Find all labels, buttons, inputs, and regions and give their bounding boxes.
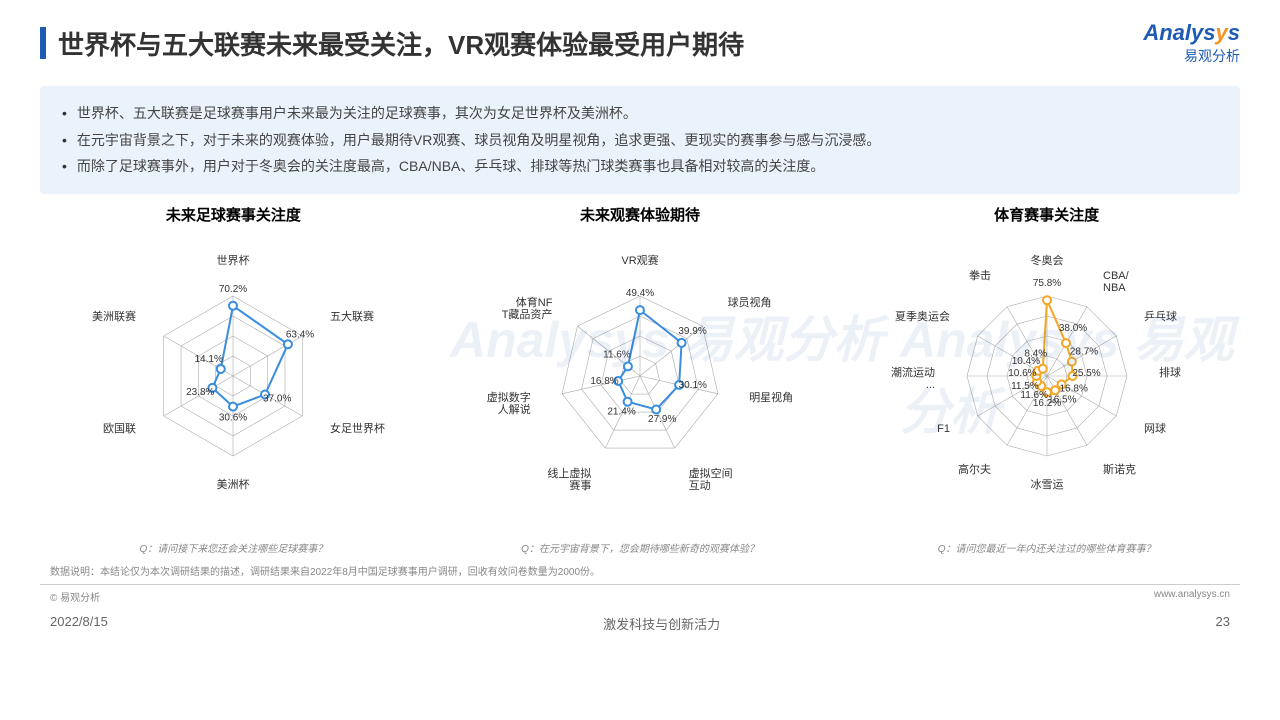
svg-text:23.8%: 23.8%: [186, 387, 214, 398]
svg-text:冬奥会: 冬奥会: [1030, 253, 1063, 267]
svg-text:NBA: NBA: [1103, 282, 1126, 294]
svg-text:夏季奥运会: 夏季奥运会: [895, 309, 950, 323]
svg-text:F1: F1: [937, 423, 950, 435]
svg-text:21.4%: 21.4%: [607, 406, 635, 417]
logo-sub: 易观分析: [1143, 46, 1240, 66]
svg-text:VR观赛: VR观赛: [621, 253, 658, 267]
chart-question: Q：请问接下来您还会关注哪些足球赛事？: [43, 540, 423, 555]
chart-title: 体育赛事关注度: [857, 204, 1237, 225]
svg-text:美洲杯: 美洲杯: [217, 477, 250, 491]
svg-text:11.6%: 11.6%: [603, 349, 631, 360]
chart-question: Q：请问您最近一年内还关注过的哪些体育赛事？: [857, 540, 1237, 555]
svg-text:高尔夫: 高尔夫: [958, 462, 991, 476]
svg-text:14.1%: 14.1%: [195, 354, 223, 365]
copyright: © 易观分析: [50, 589, 100, 604]
bullet-item: 在元宇宙背景之下，对于未来的观赛体验，用户最期待VR观赛、球员视角及明星视角，追…: [62, 127, 1218, 154]
svg-text:冰雪运: 冰雪运: [1030, 478, 1063, 491]
svg-text:25.5%: 25.5%: [1072, 368, 1100, 379]
charts-row: 未来足球赛事关注度 70.2% 63.4% 37.0% 30.6% 23.8% 14.1% 世…: [0, 204, 1280, 555]
svg-text:37.0%: 37.0%: [263, 393, 291, 404]
page-title: 世界杯与五大联赛未来最受关注，VR观赛体验最受用户期待: [58, 25, 744, 62]
svg-text:美洲联赛: 美洲联赛: [92, 309, 136, 323]
svg-text:49.4%: 49.4%: [626, 288, 654, 299]
svg-text:27.9%: 27.9%: [648, 414, 676, 425]
svg-text:欧国联: 欧国联: [103, 422, 136, 435]
svg-text:16.8%: 16.8%: [590, 376, 618, 387]
svg-text:世界杯: 世界杯: [217, 253, 250, 267]
svg-text:CBA/: CBA/: [1103, 270, 1130, 282]
website: www.analysys.cn: [1154, 589, 1230, 604]
svg-text:63.4%: 63.4%: [286, 329, 314, 340]
radar-chart: 体育赛事关注度75.8%38.0%28.7%25.5%16.8%16.5%16.…: [857, 204, 1237, 555]
svg-text:38.0%: 38.0%: [1058, 323, 1086, 334]
svg-text:线上虚拟: 线上虚拟: [547, 466, 591, 480]
svg-text:乒乓球: 乒乓球: [1144, 309, 1177, 323]
svg-text:虚拟空间: 虚拟空间: [689, 466, 733, 480]
bullet-item: 而除了足球赛事外，用户对于冬奥会的关注度最高，CBA/NBA、乒乓球、排球等热门…: [62, 153, 1218, 180]
chart-question: Q：在元宇宙背景下，您会期待哪些新奇的观赛体验？: [450, 540, 830, 555]
svg-text:拳击: 拳击: [969, 268, 991, 282]
svg-text:8.4%: 8.4%: [1024, 348, 1047, 359]
svg-text:11.5%: 11.5%: [1011, 381, 1039, 392]
svg-text:11.6%: 11.6%: [1020, 390, 1048, 401]
header: 世界杯与五大联赛未来最受关注，VR观赛体验最受用户期待 Analysys 易观分…: [0, 0, 1280, 76]
chart-title: 未来足球赛事关注度: [43, 204, 423, 225]
svg-text:女足世界杯: 女足世界杯: [330, 421, 385, 435]
svg-text:赛事: 赛事: [569, 478, 591, 492]
logo: Analysys 易观分析: [1143, 20, 1240, 66]
svg-text:潮流运动: 潮流运动: [891, 365, 935, 379]
page-number: 23: [1216, 614, 1230, 633]
bottom-bar: 2022/8/15 激发科技与创新活力 23: [0, 608, 1280, 639]
svg-text:30.6%: 30.6%: [219, 412, 247, 423]
svg-text:39.9%: 39.9%: [678, 326, 706, 337]
svg-text:网球: 网球: [1144, 421, 1166, 435]
svg-text:T藏品资产: T藏品资产: [502, 307, 553, 321]
svg-text:排球: 排球: [1159, 365, 1181, 379]
svg-text:球员视角: 球员视角: [728, 295, 772, 309]
slogan: 激发科技与创新活力: [603, 614, 720, 633]
svg-text:五大联赛: 五大联赛: [330, 309, 374, 323]
radar-chart: 未来观赛体验期待 49.4% 39.9% 30.1% 27.9% 21.4% 16.8% 11…: [450, 204, 830, 555]
svg-text:斯诺克: 斯诺克: [1103, 463, 1136, 476]
svg-text:互动: 互动: [689, 479, 711, 492]
bullet-item: 世界杯、五大联赛是足球赛事用户未来最为关注的足球赛事，其次为女足世界杯及美洲杯。: [62, 100, 1218, 127]
svg-text:虚拟数字: 虚拟数字: [487, 390, 531, 404]
svg-text:...: ...: [925, 379, 934, 391]
svg-text:70.2%: 70.2%: [219, 284, 247, 295]
data-note: 数据说明：本结论仅为本次调研结果的描述，调研结果来自2022年8月中国足球赛事用…: [50, 563, 1230, 578]
radar-chart: 未来足球赛事关注度 70.2% 63.4% 37.0% 30.6% 23.8% 14.1% 世…: [43, 204, 423, 555]
footer: © 易观分析 www.analysys.cn: [0, 585, 1280, 608]
date: 2022/8/15: [50, 614, 108, 633]
chart-title: 未来观赛体验期待: [450, 204, 830, 225]
logo-main: Analysys: [1143, 20, 1240, 46]
svg-text:体育NF: 体育NF: [516, 295, 553, 309]
svg-text:75.8%: 75.8%: [1032, 278, 1060, 289]
svg-text:30.1%: 30.1%: [679, 380, 707, 391]
svg-text:人解说: 人解说: [498, 402, 531, 416]
summary-bullets: 世界杯、五大联赛是足球赛事用户未来最为关注的足球赛事，其次为女足世界杯及美洲杯。…: [40, 86, 1240, 194]
svg-text:明星视角: 明星视角: [749, 390, 793, 404]
svg-text:16.8%: 16.8%: [1059, 383, 1087, 394]
svg-text:10.6%: 10.6%: [1008, 368, 1036, 379]
title-accent: [40, 27, 46, 59]
svg-text:28.7%: 28.7%: [1069, 346, 1097, 357]
